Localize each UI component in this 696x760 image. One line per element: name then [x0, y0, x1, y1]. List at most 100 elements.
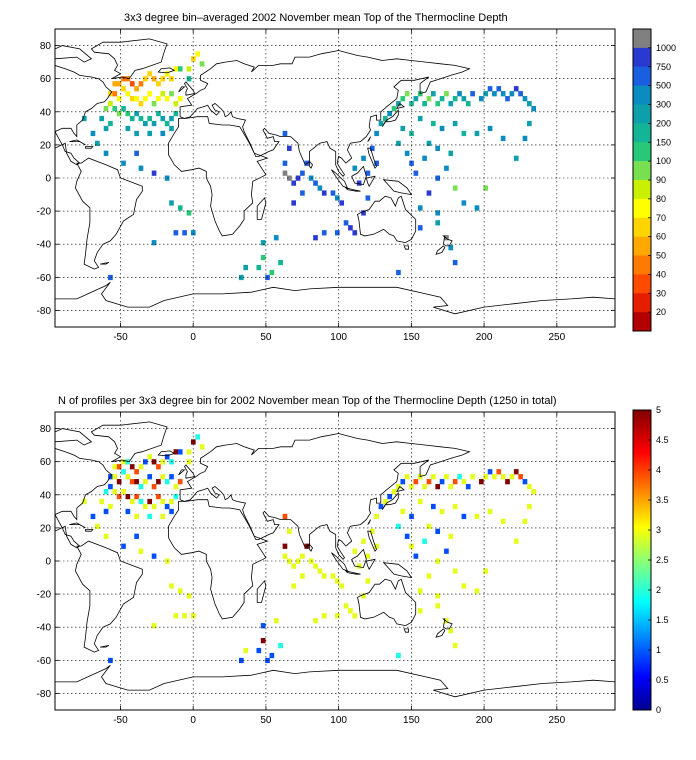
colorbar-swatch-10 [633, 217, 651, 237]
plot-frame [54, 411, 616, 711]
data-bin-46 [164, 503, 170, 510]
data-bin-160 [452, 503, 458, 510]
data-bin-72 [169, 200, 174, 206]
data-bin-21 [134, 479, 139, 485]
data-bin-181 [435, 603, 441, 609]
data-bin-61 [199, 444, 205, 450]
colorbar-tick-label: 20 [656, 307, 666, 317]
data-bin-111 [321, 613, 327, 619]
coastline-28 [55, 664, 615, 710]
data-bin-171 [426, 140, 432, 147]
data-bin-191 [365, 170, 371, 176]
data-bin-19 [125, 91, 131, 97]
data-bin-125 [409, 484, 414, 490]
data-bin-14 [173, 66, 179, 72]
data-bin-130 [431, 91, 436, 97]
colorbar-tick-label: 70 [656, 213, 666, 223]
data-bin-81 [256, 264, 262, 271]
x-tick-label: 150 [403, 715, 420, 726]
data-bin-177 [435, 175, 441, 181]
data-bin-79 [239, 274, 244, 281]
data-bin-152 [531, 488, 537, 495]
data-bin-50 [103, 508, 109, 515]
data-bin-75 [173, 613, 179, 619]
colorbar-tick-label: 5 [656, 405, 661, 415]
x-tick-label: 150 [403, 332, 420, 343]
data-bin-172 [435, 145, 441, 151]
y-tick-label: 60 [40, 74, 52, 85]
colorbar-gradient [633, 410, 651, 710]
data-bin-114 [365, 195, 371, 201]
data-bin-155 [513, 155, 519, 161]
data-bin-98 [291, 200, 297, 206]
data-bin-101 [313, 180, 318, 186]
data-bin-162 [431, 503, 436, 510]
data-bin-112 [313, 618, 318, 624]
coastline-15 [395, 485, 406, 493]
data-bin-185 [396, 269, 401, 276]
colorbar-tick-label: 40 [656, 269, 666, 279]
data-bin-63 [81, 115, 87, 122]
data-bin-162 [431, 120, 436, 127]
coastline-11 [442, 235, 453, 247]
data-bin-149 [518, 474, 523, 480]
data-bin-129 [426, 479, 432, 485]
data-bin-77 [191, 613, 196, 619]
data-bin-153 [527, 120, 532, 127]
data-bin-54 [147, 513, 153, 520]
data-bin-130 [431, 474, 436, 480]
data-bin-78 [151, 240, 157, 246]
data-bin-190 [361, 155, 366, 161]
data-bin-31 [177, 96, 183, 102]
data-bin-121 [391, 488, 397, 495]
coastline-1 [55, 447, 113, 549]
data-bin-83 [260, 240, 266, 246]
coastline-14 [381, 492, 399, 510]
data-bin-85 [269, 652, 275, 659]
coastline-19 [365, 558, 376, 571]
data-bin-65 [95, 140, 100, 147]
data-bin-40 [138, 498, 144, 505]
coastline-10 [403, 628, 409, 633]
data-bin-107 [343, 603, 349, 609]
data-bin-40 [138, 115, 144, 122]
data-bin-180 [417, 225, 423, 231]
data-bin-144 [496, 86, 502, 92]
coastline-18 [351, 548, 367, 569]
data-bin-163 [417, 115, 423, 122]
colorbar-tick-label: 300 [656, 100, 671, 110]
colorbar-swatch-15 [633, 312, 651, 332]
data-bin-116 [369, 145, 375, 151]
data-bin-135 [452, 479, 458, 485]
data-bin-97 [300, 573, 305, 579]
coastline-12 [435, 628, 446, 638]
coastline-13 [256, 580, 267, 603]
coastline-28 [55, 281, 615, 327]
data-bin-82 [260, 254, 266, 261]
coastline-22 [309, 160, 313, 169]
data-bin-132 [439, 96, 445, 102]
data-bin-4 [129, 464, 135, 470]
data-bin-105 [335, 195, 340, 201]
data-bin-174 [444, 165, 449, 171]
data-bin-25 [151, 101, 157, 107]
x-tick-label: 250 [548, 715, 565, 726]
data-bin-189 [352, 548, 358, 554]
data-bin-53 [134, 513, 139, 520]
data-bin-82 [260, 637, 266, 644]
data-bin-141 [483, 474, 489, 480]
data-bin-122 [396, 101, 401, 107]
data-bin-24 [147, 474, 153, 480]
data-bin-47 [169, 498, 174, 505]
data-bin-49 [99, 498, 105, 505]
data-bin-0 [112, 464, 118, 470]
y-tick-label: -40 [37, 240, 52, 251]
data-bin-1 [116, 464, 122, 470]
data-bin-48 [173, 110, 179, 117]
data-bin-175 [452, 568, 458, 574]
colorbar-tick-label: 0 [656, 705, 661, 715]
data-bin-67 [121, 543, 126, 549]
data-bin-37 [125, 493, 131, 500]
colorbar-top: 1000 750 500 300 200 150 100 90 80 70 60 50 40 30 20 [632, 28, 676, 332]
data-bin-133 [444, 474, 449, 480]
